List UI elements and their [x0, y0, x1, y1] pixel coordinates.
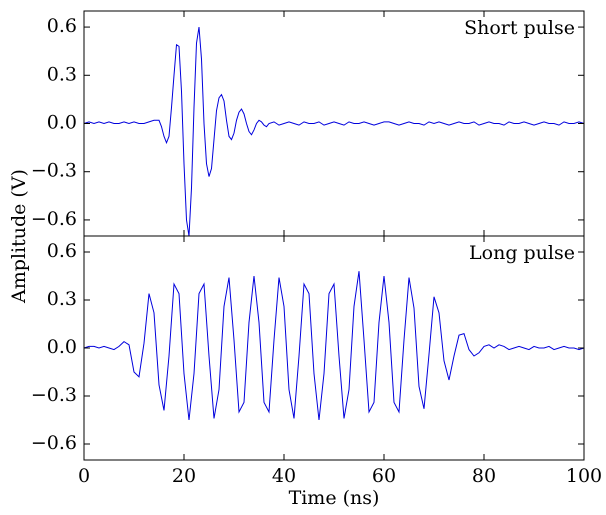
y-tick-label: 0.6: [47, 240, 77, 262]
y-tick-label: 0.3: [47, 63, 77, 85]
y-tick-label: 0.3: [47, 288, 77, 310]
x-tick-label: 60: [372, 465, 396, 487]
x-tick-label: 40: [272, 465, 296, 487]
y-tick-label: −0.6: [31, 208, 77, 230]
line: [83, 26, 585, 237]
y-tick-label: 0.0: [47, 336, 77, 358]
x-axis-label: Time (ns): [289, 487, 380, 509]
y-tick-label: −0.3: [31, 160, 77, 182]
y-tick-label: −0.3: [31, 384, 77, 406]
x-tick-label: 0: [78, 465, 90, 487]
annotation: Long pulse: [469, 242, 575, 264]
y-tick-label: 0.0: [47, 112, 77, 134]
annotation: Short pulse: [464, 17, 575, 39]
x-tick-label: 100: [566, 465, 602, 487]
y-axis-label: Amplitude (V): [8, 169, 30, 304]
x-tick-label: 20: [172, 465, 196, 487]
y-tick-label: −0.6: [31, 432, 77, 454]
plot-frame: [83, 235, 585, 461]
y-tick-label: 0.6: [47, 15, 77, 37]
x-tick-label: 80: [472, 465, 496, 487]
line: [83, 271, 585, 421]
plot-frame: [83, 10, 585, 237]
